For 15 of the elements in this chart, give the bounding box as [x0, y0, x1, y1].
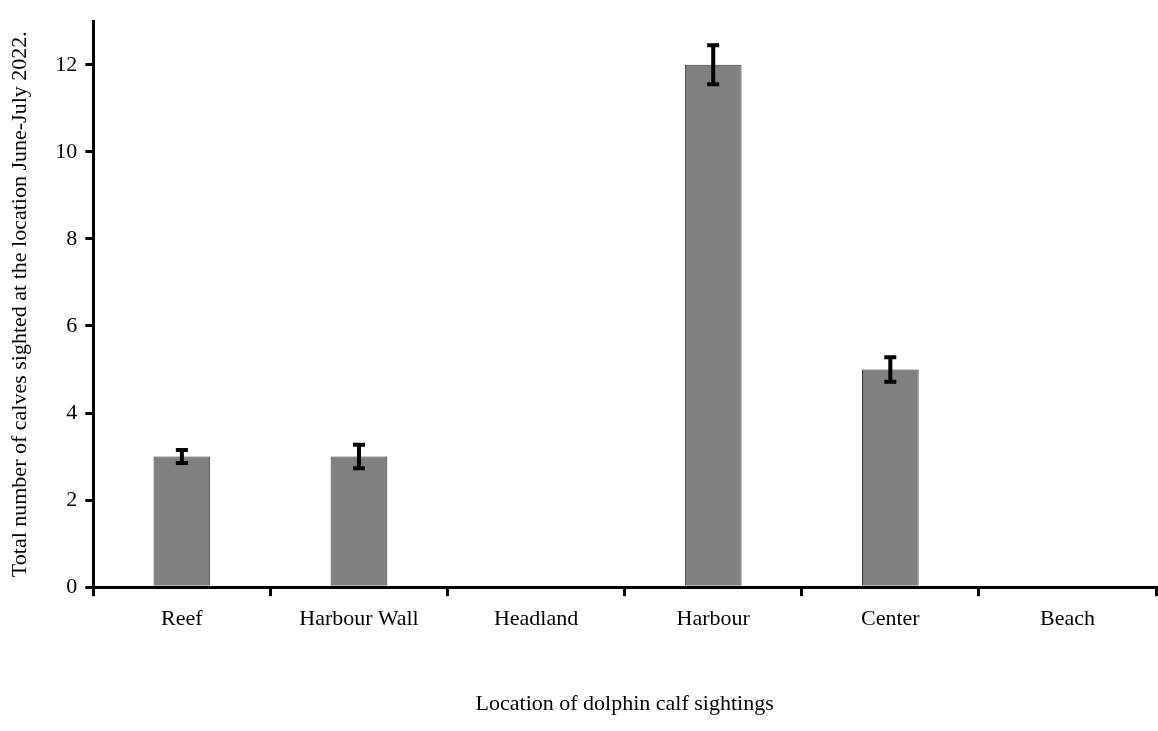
x-tick-label: Harbour [676, 605, 751, 631]
x-tick-label: Harbour Wall [299, 605, 419, 631]
y-axis-title: Total number of calves sighted at the location June-July 2022. [6, 31, 32, 578]
y-tick-label: 6 [66, 311, 78, 337]
y-tick-label: 0 [66, 572, 78, 598]
y-tick-label: 10 [55, 137, 78, 163]
y-tick-label: 4 [66, 398, 78, 424]
y-tick-label: 12 [55, 50, 78, 76]
x-tick-label: Headland [493, 605, 579, 631]
x-tick-label: Center [861, 605, 921, 631]
y-tick-label: 8 [66, 224, 78, 250]
x-tick-label: Reef [161, 605, 204, 631]
x-axis-title: Location of dolphin calf sightings [475, 689, 774, 715]
y-tick-label: 2 [66, 485, 78, 511]
x-tick-label: Beach [1039, 605, 1095, 631]
